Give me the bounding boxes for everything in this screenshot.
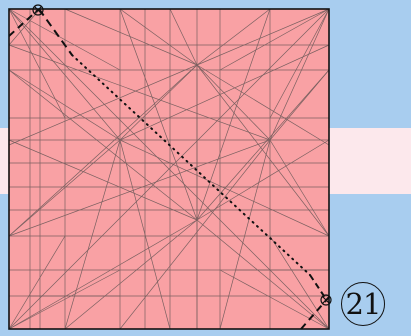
crease-line (119, 8, 198, 221)
crease-line (119, 139, 171, 330)
crease-line (196, 219, 330, 330)
valley-fold-dashed (38, 8, 73, 56)
crease-line (8, 235, 66, 330)
step-number: 21 (345, 287, 382, 321)
crease-line (119, 139, 271, 330)
step-number-badge: 21 (341, 282, 385, 326)
crease-line (8, 8, 121, 141)
crease-line (8, 8, 41, 46)
crease-line (64, 219, 198, 330)
crease-line (8, 139, 271, 237)
crease-line (8, 69, 121, 141)
crease-line (269, 8, 330, 119)
crease-line (8, 269, 121, 330)
crease-line (8, 219, 198, 330)
crease-line (196, 64, 271, 141)
crease-lines (8, 8, 330, 330)
mountain-fold-dotted (71, 54, 311, 276)
crease-line (196, 139, 330, 221)
crease-line (8, 64, 198, 237)
crease-line (196, 69, 330, 221)
crease-line (8, 44, 271, 141)
paper-outline (8, 8, 330, 330)
crease-line (119, 44, 330, 141)
crease-line (219, 8, 330, 71)
crease-line (219, 139, 271, 330)
crease-line (196, 64, 330, 237)
crease-line (8, 64, 198, 146)
crease-line (119, 139, 330, 237)
crease-line (269, 8, 330, 141)
crease-line (169, 8, 198, 66)
crease-line (64, 8, 198, 66)
crease-line (196, 64, 330, 146)
crease-line (119, 64, 198, 141)
reference-point-marker-top (32, 4, 44, 16)
valley-fold-dashed (8, 8, 40, 37)
valley-fold-dashed (309, 274, 327, 300)
crease-line (196, 8, 271, 66)
crease-line (64, 139, 121, 330)
crease-line (119, 8, 198, 66)
crease-line (8, 8, 330, 330)
crease-line (269, 139, 330, 237)
crease-line (196, 8, 271, 221)
crease-line (8, 139, 121, 237)
crease-line (269, 235, 330, 330)
reference-point-marker-bottom (320, 294, 332, 306)
crease-line (8, 139, 198, 221)
crease-line (196, 8, 330, 66)
crease-line (8, 69, 198, 221)
